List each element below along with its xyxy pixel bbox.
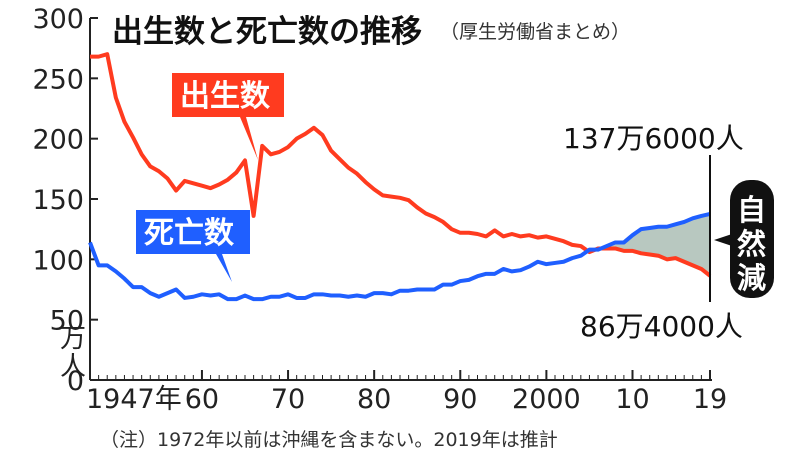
natural-decrease-area (589, 213, 710, 276)
x-tick-marks (89, 370, 711, 380)
natural-decrease-char-1: 自 (737, 193, 766, 227)
y-unit-char-2: 人 (60, 352, 86, 382)
chart-footnote: （注）1972年以前は沖縄を含まない。2019年は推計 (100, 429, 558, 451)
deaths-end-value: 137万6000人 (563, 122, 744, 155)
natural-decrease-char-3: 減 (737, 261, 766, 295)
y-tick-marks (90, 17, 98, 381)
x-tick-label: 1947年 (86, 384, 182, 415)
x-tick-label: 2000 (512, 384, 581, 415)
x-tick-label: 90 (443, 384, 477, 415)
births-callout-pointer (232, 117, 258, 160)
series-layer (88, 52, 712, 302)
deaths-series-line (88, 212, 711, 302)
births-callout: 出生数 (172, 73, 284, 160)
y-unit-label: 万 人 (60, 324, 94, 382)
y-unit-char-1: 万 (60, 324, 86, 354)
y-tick-label: 250 (32, 64, 84, 95)
births-end-value: 86万4000人 (580, 310, 743, 343)
y-tick-label: 50 (50, 306, 84, 337)
x-tick-label: 60 (185, 384, 219, 415)
x-tick-label: 19 (693, 384, 727, 415)
y-tick-label: 150 (32, 185, 84, 216)
natural-decrease-label: 自 然 減 (737, 193, 776, 295)
natural-decrease-char-2: 然 (737, 227, 766, 261)
x-tick-label: 70 (271, 384, 305, 415)
x-tick-label: 10 (615, 384, 649, 415)
chart-title: 出生数と死亡数の推移 (112, 14, 422, 50)
deaths-callout-label: 死亡数 (144, 216, 235, 251)
natural-decrease-pointer (714, 234, 732, 246)
y-tick-label: 0 (67, 366, 84, 397)
deaths-callout-pointer (210, 254, 232, 282)
deaths-callout-box (136, 210, 250, 254)
births-callout-box (172, 73, 284, 117)
natural-decrease-box (730, 180, 774, 298)
x-tick-label: 80 (357, 384, 391, 415)
x-tick-labels: 1947年 60 70 80 90 2000 10 19 (86, 384, 727, 415)
y-tick-label: 100 (32, 245, 84, 276)
deaths-callout: 死亡数 (136, 210, 250, 282)
y-tick-label: 300 (32, 4, 84, 35)
y-tick-labels: 300 250 200 150 100 50 0 (32, 4, 84, 397)
births-series-line (90, 52, 712, 278)
natural-decrease-badge: 自 然 減 (714, 180, 776, 298)
y-tick-label: 200 (32, 125, 84, 156)
births-callout-label: 出生数 (180, 79, 271, 114)
chart-subtitle: （厚生労働省まとめ） (440, 21, 630, 43)
